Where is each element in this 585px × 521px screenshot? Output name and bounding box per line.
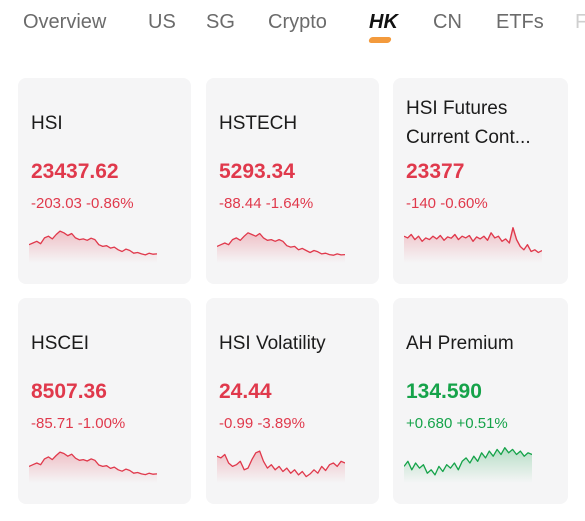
tab-etfs[interactable]: ETFs <box>496 11 544 33</box>
change-value: +0.680 <box>406 415 453 432</box>
tab-overview[interactable]: Overview <box>23 11 107 33</box>
sparkline-line <box>404 227 542 254</box>
sparkline-chart <box>217 450 345 483</box>
card-title: HSI <box>31 113 63 134</box>
card-change: -203.03 -0.86% <box>31 195 134 212</box>
card-change: -140 -0.60% <box>406 195 488 212</box>
card-title: AH Premium <box>406 333 514 354</box>
sparkline-area <box>404 227 542 263</box>
active-tab-indicator <box>368 37 392 43</box>
index-card-hsi[interactable]: HSI 23437.62 -203.03 -0.86% <box>18 78 191 284</box>
card-title: HSI Volatility <box>219 333 326 354</box>
card-title: HSI Futures Current Cont... <box>406 98 531 148</box>
change-value: -88.44 <box>219 195 262 212</box>
sparkline-area <box>29 452 157 483</box>
change-value: -0.99 <box>219 415 254 432</box>
card-price: 8507.36 <box>31 380 107 403</box>
card-price: 5293.34 <box>219 160 295 183</box>
index-card-hscei[interactable]: HSCEI 8507.36 -85.71 -1.00% <box>18 298 191 504</box>
change-percent: -1.64% <box>265 195 314 212</box>
card-change: -0.99 -3.89% <box>219 415 305 432</box>
sparkline-area <box>217 451 345 483</box>
change-percent: -0.60% <box>440 195 488 212</box>
tab-partial[interactable]: F <box>575 11 585 33</box>
tab-us[interactable]: US <box>148 11 176 33</box>
market-tabs: Overview US SG Crypto HK CN ETFs F <box>0 0 585 50</box>
card-price: 24.44 <box>219 380 272 403</box>
change-percent: -0.86% <box>86 195 134 212</box>
sparkline-chart <box>29 230 157 263</box>
change-value: -203.03 <box>31 195 82 212</box>
card-title: HSTECH <box>219 113 298 134</box>
tab-hk[interactable]: HK <box>368 11 398 43</box>
sparkline-area <box>29 231 157 263</box>
sparkline-area <box>217 232 345 263</box>
tab-cn[interactable]: CN <box>433 11 462 33</box>
change-percent: +0.51% <box>456 415 508 432</box>
index-card-ah-premium[interactable]: AH Premium 134.590 +0.680 +0.51% <box>393 298 568 504</box>
change-value: -140 <box>406 195 437 212</box>
card-price: 23437.62 <box>31 160 119 183</box>
sparkline-line <box>217 232 345 256</box>
sparkline-chart <box>404 227 542 263</box>
card-change: -88.44 -1.64% <box>219 195 313 212</box>
sparkline-chart <box>29 451 157 483</box>
sparkline-line <box>404 447 532 476</box>
card-change: -85.71 -1.00% <box>31 415 125 432</box>
change-percent: -1.00% <box>77 415 126 432</box>
card-change: +0.680 +0.51% <box>406 415 508 432</box>
sparkline-line <box>217 450 345 478</box>
index-card-hstech[interactable]: HSTECH 5293.34 -88.44 -1.64% <box>206 78 379 284</box>
tab-hk-label: HK <box>369 11 398 33</box>
card-price: 23377 <box>406 160 465 183</box>
change-percent: -3.89% <box>257 415 305 432</box>
sparkline-line <box>29 451 157 476</box>
tab-crypto[interactable]: Crypto <box>268 11 327 33</box>
index-card-hsi-futures[interactable]: HSI Futures Current Cont... 23377 -140 -… <box>393 78 568 284</box>
card-price: 134.590 <box>406 380 482 403</box>
sparkline-line <box>29 230 157 256</box>
tab-sg[interactable]: SG <box>206 11 235 33</box>
card-title: HSCEI <box>31 333 90 354</box>
sparkline-chart <box>217 232 345 263</box>
change-value: -85.71 <box>31 415 74 432</box>
sparkline-chart <box>404 447 532 483</box>
index-card-hsi-volatility[interactable]: HSI Volatility 24.44 -0.99 -3.89% <box>206 298 379 504</box>
